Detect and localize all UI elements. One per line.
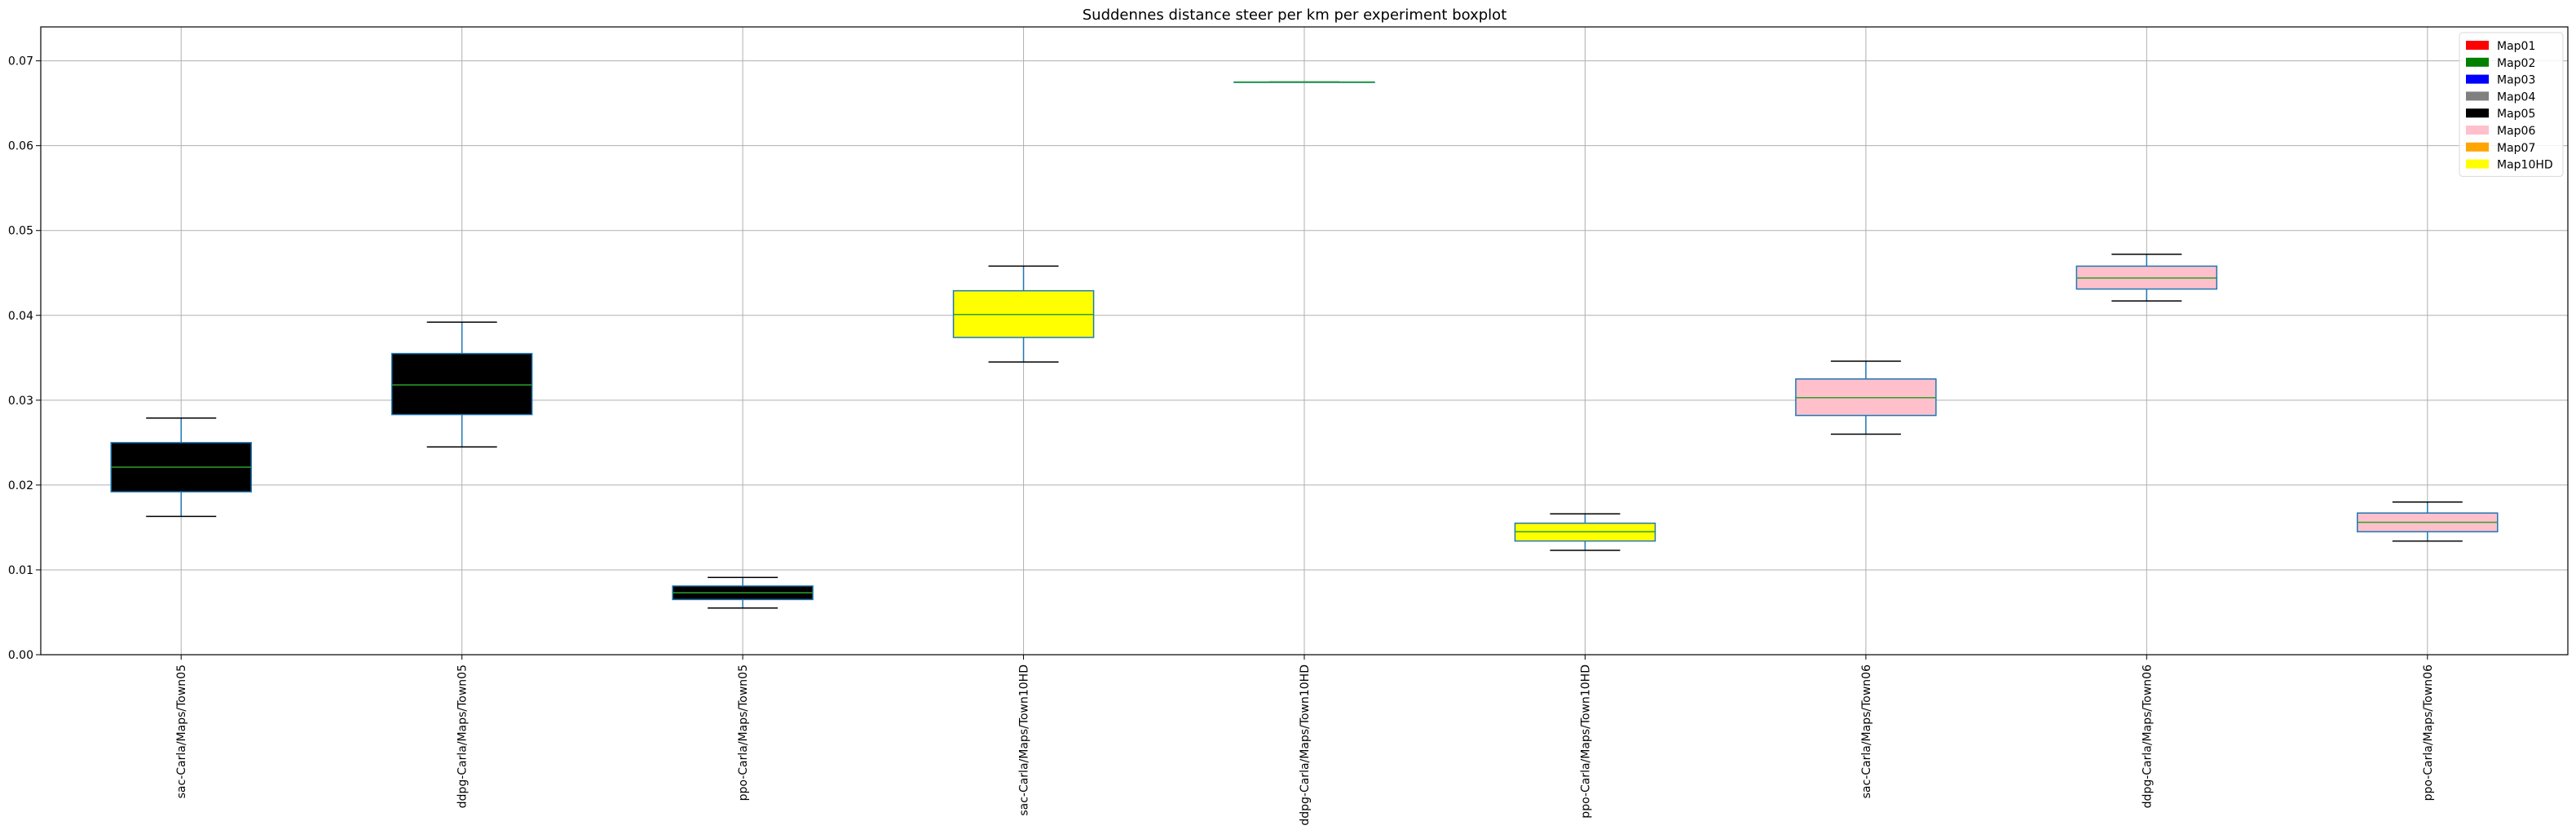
legend-label: Map05 bbox=[2497, 108, 2535, 121]
legend-item: Map01 bbox=[2466, 40, 2535, 53]
box-group bbox=[2357, 501, 2499, 542]
legend-label: Map02 bbox=[2497, 57, 2535, 70]
box-group bbox=[1795, 360, 1937, 435]
legend-swatch bbox=[2466, 41, 2489, 50]
legend-swatch bbox=[2466, 91, 2489, 101]
legend-label: Map07 bbox=[2497, 142, 2535, 155]
legend-box bbox=[2459, 32, 2564, 177]
legend-label: Map06 bbox=[2497, 125, 2535, 138]
x-tick-label: ppo-Carla/Maps/Town05 bbox=[737, 664, 750, 801]
box-group bbox=[390, 321, 533, 448]
y-tick-label: 0.05 bbox=[8, 225, 33, 238]
legend-item: Map07 bbox=[2466, 142, 2535, 155]
box-group bbox=[1514, 513, 1656, 551]
legend-item: Map03 bbox=[2466, 74, 2535, 87]
legend-swatch bbox=[2466, 57, 2489, 67]
x-tick-label: ppo-Carla/Maps/Town06 bbox=[2422, 664, 2435, 801]
box-group bbox=[1233, 81, 1375, 83]
box-iqr bbox=[390, 352, 533, 416]
x-tick-label: sac-Carla/Maps/Town05 bbox=[175, 664, 188, 798]
legend-swatch bbox=[2466, 126, 2489, 135]
axis-layer: 0.00 0.01 0.02 0.03 0.04 0.05 0.06 0.07 sac-Carl… bbox=[8, 26, 2569, 826]
y-tick-label: 0.03 bbox=[8, 395, 33, 408]
chart-title: Suddennes distance steer per km per expe… bbox=[1083, 7, 1507, 24]
legend-item: Map05 bbox=[2466, 108, 2535, 121]
x-tick-label: ddpg-Carla/Maps/Town10HD bbox=[1299, 664, 1312, 826]
box-group bbox=[2075, 254, 2218, 302]
y-tick-label: 0.01 bbox=[8, 564, 33, 577]
box-group bbox=[672, 576, 814, 609]
x-tick-label: sac-Carla/Maps/Town06 bbox=[1860, 664, 1873, 798]
x-tick-label: sac-Carla/Maps/Town10HD bbox=[1018, 664, 1031, 816]
legend-item: Map06 bbox=[2466, 125, 2535, 138]
plot-frame bbox=[40, 26, 2569, 656]
y-tick-label: 0.04 bbox=[8, 310, 33, 323]
y-tick-label: 0.06 bbox=[8, 140, 33, 153]
legend-item: Map04 bbox=[2466, 91, 2535, 104]
x-tick-label: ddpg-Carla/Maps/Town06 bbox=[2141, 664, 2154, 808]
legend-label: Map10HD bbox=[2497, 159, 2553, 172]
y-tick-label: 0.02 bbox=[8, 479, 33, 492]
box-group bbox=[110, 417, 252, 518]
x-tick-label: ddpg-Carla/Maps/Town05 bbox=[457, 664, 470, 808]
box-group bbox=[952, 265, 1095, 363]
legend: Map01 Map02 Map03 Map04 Map05 Map06 Map07 Map10… bbox=[2459, 32, 2564, 177]
legend-swatch bbox=[2466, 142, 2489, 152]
legend-swatch bbox=[2466, 159, 2489, 169]
legend-label: Map03 bbox=[2497, 74, 2535, 87]
x-tick-label: ppo-Carla/Maps/Town10HD bbox=[1579, 664, 1592, 819]
legend-label: Map04 bbox=[2497, 91, 2535, 104]
legend-label: Map01 bbox=[2497, 40, 2535, 53]
y-tick-label: 0.07 bbox=[8, 55, 33, 68]
box-layer bbox=[110, 81, 2499, 609]
legend-swatch bbox=[2466, 74, 2489, 84]
legend-item: Map10HD bbox=[2466, 159, 2553, 172]
legend-swatch bbox=[2466, 108, 2489, 118]
y-tick-label: 0.00 bbox=[8, 649, 33, 662]
legend-item: Map02 bbox=[2466, 57, 2535, 70]
